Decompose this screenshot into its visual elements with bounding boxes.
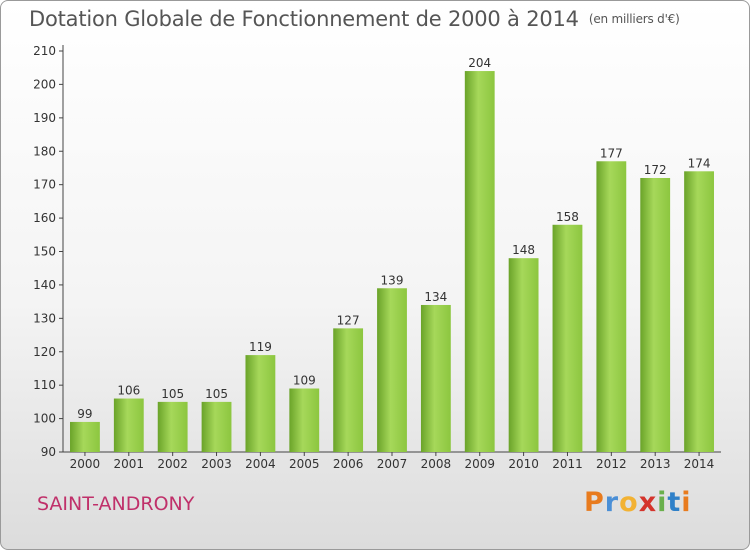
bar-2006 [333,328,364,452]
logo-letter: P [584,487,605,518]
x-tick-label-2009: 2009 [464,457,495,471]
x-tick-label-2014: 2014 [684,457,715,471]
axes: 90 100 110 120 130 140 150 160 170 180 190 200 210 [33,44,721,459]
value-label-2002: 105 [161,387,184,401]
x-tick-label-2002: 2002 [157,457,188,471]
labels: 99 2000 106 2001 105 2002 105 2003 119 2004 109 200… [70,56,715,471]
y-tick-label: 110 [33,378,56,392]
unit-label: (en milliers d'€) [588,12,680,26]
y-tick-label: 120 [33,345,56,359]
x-tick-label-2008: 2008 [421,457,452,471]
value-label-2007: 139 [381,273,404,287]
value-label-2004: 119 [249,340,272,354]
value-label-2009: 204 [468,56,491,70]
value-label-2000: 99 [77,407,92,421]
x-tick-label-2013: 2013 [640,457,671,471]
x-tick-label-2005: 2005 [289,457,320,471]
x-tick-label-2006: 2006 [333,457,364,471]
logo-letter: x [638,487,658,518]
bar-2011 [552,224,583,452]
value-label-2006: 127 [337,313,360,327]
logo-letter: i [657,487,668,518]
logo-letter: i [681,487,692,518]
x-tick-label-2001: 2001 [114,457,145,471]
y-tick-label: 170 [33,178,56,192]
y-tick-label: 160 [33,211,56,225]
bar-2001 [113,398,144,452]
x-tick-label-2000: 2000 [70,457,101,471]
logo-letter: r [604,487,620,518]
value-label-2013: 172 [644,163,667,177]
value-label-2001: 106 [117,384,140,398]
bar-2002 [157,401,188,452]
y-tick-label: 130 [33,311,56,325]
bar-2010 [508,258,539,452]
value-label-2012: 177 [600,146,623,160]
chart-title: Dotation Globale de Fonctionnement de 20… [29,7,680,31]
bar-2004 [245,355,276,452]
value-label-2014: 174 [688,156,711,170]
bar-2000 [70,421,100,452]
x-tick-label-2010: 2010 [508,457,539,471]
value-label-2010: 148 [512,243,535,257]
x-tick-label-2011: 2011 [552,457,583,471]
y-tick-label: 210 [33,44,56,58]
value-label-2011: 158 [556,210,579,224]
commune-name: SAINT-ANDRONY [37,493,195,515]
bar-2005 [289,388,320,452]
x-tick-label-2003: 2003 [201,457,232,471]
y-tick-label: 100 [33,412,56,426]
y-tick-label: 150 [33,245,56,259]
y-tick-label: 190 [33,111,56,125]
value-label-2005: 109 [293,374,316,388]
x-tick-label-2004: 2004 [245,457,276,471]
x-tick-label-2007: 2007 [377,457,408,471]
bar-2003 [201,401,232,452]
bar-2008 [420,304,451,452]
bars [70,71,714,453]
logo-letter: t [667,487,682,518]
title-text: Dotation Globale de Fonctionnement de 20… [29,7,579,31]
y-tick-label: 180 [33,144,56,158]
y-tick-label: 140 [33,278,56,292]
proxiti-logo[interactable]: Proxiti [584,487,692,518]
bar-2014 [684,171,714,453]
value-label-2008: 134 [424,290,447,304]
y-tick-label: 200 [33,77,56,91]
bar-2013 [640,177,671,452]
y-tick-label: 90 [41,445,56,459]
bar-2007 [377,288,407,452]
value-label-2003: 105 [205,387,228,401]
bar-2009 [464,71,495,453]
bar-2012 [596,161,627,452]
x-tick-label-2012: 2012 [596,457,627,471]
logo-letter: o [619,487,639,518]
